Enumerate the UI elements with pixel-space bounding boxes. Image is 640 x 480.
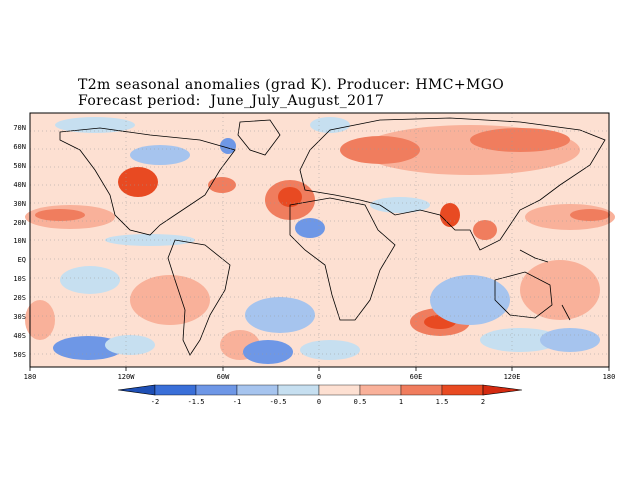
longitude-label: 180: [23, 373, 37, 381]
colorbar-swatch: [441, 384, 484, 396]
anomaly-region: [130, 275, 210, 325]
anomaly-region: [60, 266, 120, 294]
colorbar-tick-label: 0: [316, 398, 322, 406]
map-frame: [29, 112, 610, 368]
latitude-label: 10N: [13, 237, 26, 246]
colorbar-arrow-low: [117, 384, 156, 396]
colorbar-tick-label: -1: [232, 398, 242, 406]
anomaly-region: [118, 167, 158, 197]
latitude-label: 40S: [13, 331, 26, 340]
anomaly-region: [540, 328, 600, 352]
colorbar-swatch: [400, 384, 443, 396]
colorbar-swatch: [236, 384, 279, 396]
colorbar-swatch: [277, 384, 320, 396]
anomaly-region: [430, 275, 510, 325]
anomaly-region: [35, 209, 85, 221]
colorbar-tick-label: -0.5: [269, 398, 287, 406]
longitude-label: 60E: [409, 373, 423, 381]
anomaly-region: [370, 197, 430, 213]
anomaly-region: [340, 136, 420, 164]
map-title-line-2: Forecast period: June_July_August_2017: [78, 93, 385, 109]
anomaly-region: [470, 128, 570, 152]
colorbar-tick-label: 1.5: [435, 398, 449, 406]
colorbar: [117, 384, 523, 396]
anomaly-region: [295, 218, 325, 238]
colorbar-tick-label: -1.5: [187, 398, 205, 406]
latitude-label: 60N: [13, 142, 26, 151]
anomaly-region: [245, 297, 315, 333]
colorbar-arrow-high: [482, 384, 523, 396]
latitude-label: 50S: [13, 350, 26, 359]
anomaly-region: [105, 335, 155, 355]
anomaly-region: [55, 117, 135, 133]
anomaly-region: [243, 340, 293, 364]
anomaly-region: [480, 328, 560, 352]
latitude-label: 20N: [13, 218, 26, 227]
map-title-line-1: T2m seasonal anomalies (grad K). Produce…: [78, 77, 505, 93]
colorbar-tick-label: 2: [480, 398, 486, 406]
graticule: [30, 113, 609, 367]
colorbar-tick-label: -2: [150, 398, 160, 406]
latitude-label: 20S: [13, 294, 26, 303]
latitude-label: 40N: [13, 180, 26, 189]
latitude-label: 30S: [13, 313, 26, 321]
anomaly-region: [440, 203, 460, 227]
longitude-label: 120E: [503, 373, 521, 381]
anomaly-region: [300, 340, 360, 360]
anomaly-region: [310, 117, 350, 133]
longitude-label: 180: [602, 373, 616, 381]
coastlines: [59, 117, 606, 356]
anomaly-region: [130, 145, 190, 165]
latitude-label: 50N: [13, 161, 26, 170]
eurasia-outline: [299, 117, 606, 251]
latitude-label: 10S: [13, 275, 26, 284]
anomaly-region: [473, 220, 497, 240]
anomaly-field: [25, 117, 615, 364]
colorbar-tick-label: 0.5: [353, 398, 367, 406]
new-zealand-outline: [561, 304, 571, 321]
anomaly-region: [278, 187, 302, 207]
anomaly-region: [520, 260, 600, 320]
anomaly-region: [220, 138, 236, 154]
south-america-outline: [167, 239, 231, 356]
indonesia-outline: [519, 249, 549, 263]
anomaly-region: [25, 300, 55, 340]
colorbar-swatch: [154, 384, 197, 396]
longitude-label: 0: [316, 373, 322, 381]
colorbar-swatch: [318, 384, 361, 396]
latitude-label: EQ: [17, 256, 26, 265]
axis-ticks: [29, 367, 610, 371]
greenland-outline: [237, 119, 281, 156]
anomaly-region: [570, 209, 610, 221]
latitude-label: 70N: [13, 124, 26, 132]
latitude-label: 30N: [13, 199, 26, 208]
longitude-label: 60W: [216, 373, 230, 381]
colorbar-swatch: [195, 384, 238, 396]
africa-outline: [289, 197, 396, 321]
australia-outline: [494, 271, 553, 319]
north-america-outline: [59, 127, 236, 236]
colorbar-swatch: [359, 384, 402, 396]
longitude-label: 120W: [117, 373, 135, 381]
colorbar-tick-label: 1: [398, 398, 404, 406]
